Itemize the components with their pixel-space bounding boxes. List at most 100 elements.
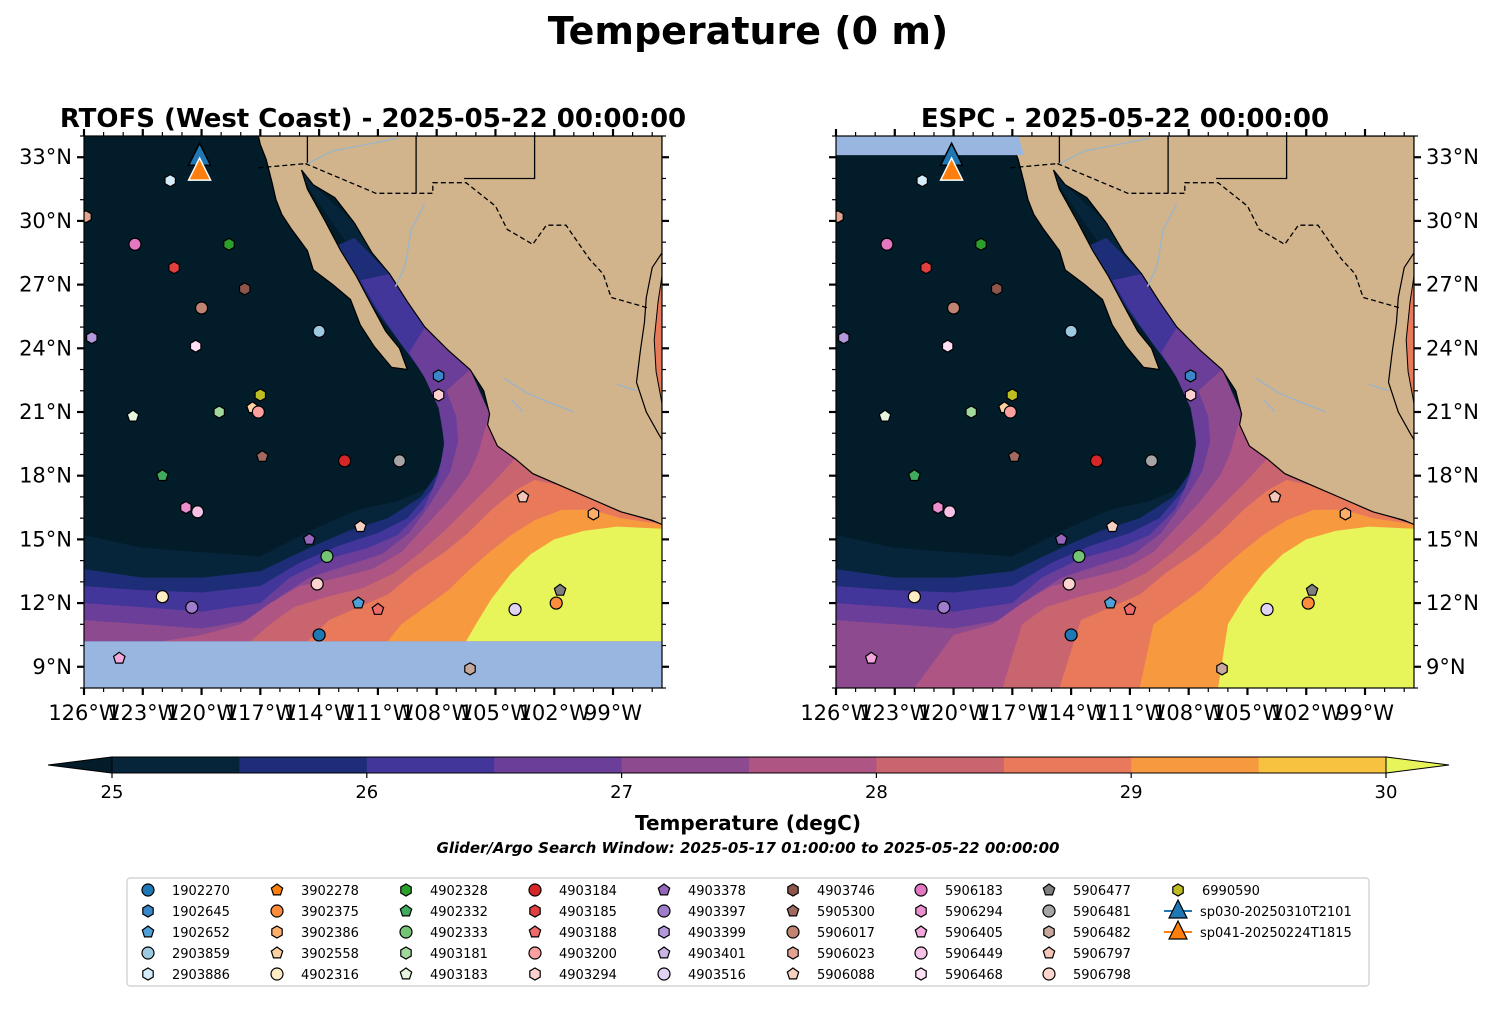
temperature-contour-band bbox=[1218, 526, 1414, 688]
float-1902645-marker bbox=[1184, 369, 1197, 383]
float-5906405-marker bbox=[112, 651, 126, 664]
y-tick-label: 15°N bbox=[1426, 527, 1479, 551]
float-5906023-marker bbox=[84, 210, 92, 224]
float-4903188-marker bbox=[371, 602, 385, 615]
legend-label: 4902316 bbox=[301, 968, 359, 983]
espc-map-title: ESPC - 2025-05-22 00:00:00 bbox=[921, 104, 1329, 134]
river-line bbox=[502, 377, 575, 413]
float-4903378-marker bbox=[302, 532, 316, 545]
legend-label: 4903399 bbox=[688, 926, 746, 941]
colorbar-segment bbox=[876, 757, 1005, 773]
float-4903294-marker bbox=[432, 388, 445, 402]
legend-label: 3902386 bbox=[301, 926, 359, 941]
x-tick-label: 123°W bbox=[107, 701, 179, 725]
x-tick-label: 114°W bbox=[1035, 701, 1107, 725]
legend-marker-5906294 bbox=[915, 904, 927, 918]
river-line bbox=[616, 383, 637, 392]
colorbar-tick-label: 27 bbox=[610, 782, 633, 803]
legend-marker-4902328 bbox=[400, 883, 412, 897]
float-5906482-marker bbox=[464, 662, 476, 676]
legend-marker-5906482 bbox=[1043, 925, 1055, 939]
espc-map-panel: ESPC - 2025-05-22 00:00:00 126°W123°W120… bbox=[800, 104, 1479, 725]
float-5905300-marker bbox=[1007, 449, 1021, 462]
float-5906183-marker bbox=[128, 237, 142, 251]
legend-label: 5905300 bbox=[817, 905, 875, 920]
state-line bbox=[464, 136, 536, 180]
float-4902332-marker bbox=[907, 468, 921, 482]
legend-label: 5906405 bbox=[945, 926, 1003, 941]
legend-label: 5906797 bbox=[1073, 947, 1131, 962]
colorbar-segment bbox=[1003, 757, 1132, 773]
legend-label: 3902375 bbox=[301, 905, 359, 920]
float-4903397-marker bbox=[937, 600, 951, 614]
legend-marker-4903401 bbox=[657, 946, 671, 959]
y-tick-label: 24°N bbox=[1426, 336, 1479, 360]
border-line bbox=[305, 163, 649, 309]
legend-marker-4903516 bbox=[657, 967, 671, 981]
legend-label: 5906023 bbox=[817, 947, 875, 962]
figure-title: Temperature (0 m) bbox=[548, 9, 949, 53]
colorbar-segment bbox=[621, 757, 750, 773]
float-4903183-marker bbox=[878, 409, 892, 422]
float-1902270-marker bbox=[312, 628, 326, 642]
legend-marker-5905300 bbox=[786, 904, 800, 917]
legend-marker-4903184 bbox=[528, 883, 542, 897]
legend-marker-4903294 bbox=[529, 967, 541, 981]
float-5906468-marker bbox=[941, 339, 954, 353]
legend-label: 5906477 bbox=[1073, 884, 1131, 899]
float-3902375-marker bbox=[549, 596, 563, 610]
float-4902328-marker bbox=[975, 237, 987, 251]
float-4903181-marker bbox=[965, 405, 978, 419]
x-tick-label: 99°W bbox=[584, 701, 642, 725]
legend-marker-1902270 bbox=[141, 883, 155, 897]
x-tick-label: 111°W bbox=[342, 701, 414, 725]
legend-marker-5906449 bbox=[914, 946, 928, 960]
border-line bbox=[1057, 163, 1401, 309]
river-line bbox=[1146, 203, 1178, 287]
float-6990590-marker bbox=[254, 388, 267, 402]
float-5906294-marker bbox=[932, 500, 944, 515]
y-tick-label: 12°N bbox=[19, 591, 72, 615]
river-line bbox=[307, 137, 398, 165]
legend-marker-4903397 bbox=[657, 904, 671, 918]
legend-marker-3902386 bbox=[271, 925, 283, 939]
legend-marker-5906088 bbox=[786, 967, 800, 980]
float-3902386-marker bbox=[1339, 507, 1352, 521]
float-5906798-marker bbox=[310, 577, 324, 591]
legend-label: 4903185 bbox=[559, 905, 617, 920]
legend: 1902270 1902645 1902652 2903859 2903886 39022… bbox=[126, 877, 1370, 987]
legend-label: 4903183 bbox=[430, 968, 488, 983]
float-3902375-marker bbox=[1301, 596, 1315, 610]
float-3902386-marker bbox=[587, 507, 600, 521]
colorbar-over-extension bbox=[1385, 756, 1450, 774]
float-4903184-marker bbox=[1089, 454, 1104, 468]
legend-label: 4903294 bbox=[559, 968, 617, 983]
legend-label: 4903516 bbox=[688, 968, 746, 983]
y-tick-label: 18°N bbox=[19, 464, 72, 488]
legend-marker-3902278 bbox=[270, 883, 284, 896]
legend-label: sp030-20250310T2101 bbox=[1200, 905, 1352, 920]
legend-label: 5906294 bbox=[945, 905, 1003, 920]
land-mass bbox=[1009, 136, 1414, 526]
float-5906405-marker bbox=[864, 651, 878, 664]
river-line bbox=[1368, 383, 1389, 392]
y-tick-label: 33°N bbox=[19, 145, 72, 169]
float-6990590-marker bbox=[1006, 388, 1019, 402]
x-tick-label: 126°W bbox=[800, 701, 872, 725]
legend-marker-5906477 bbox=[1042, 883, 1056, 896]
glider-sp041-20250224T1815-marker bbox=[939, 156, 964, 181]
float-4903516-marker bbox=[508, 602, 522, 617]
y-tick-label: 21°N bbox=[1426, 400, 1479, 424]
colorbar-label: Temperature (degC) bbox=[635, 811, 861, 835]
legend-label: 5906449 bbox=[945, 947, 1003, 962]
float-1902270-marker bbox=[1064, 628, 1078, 642]
legend-label: 1902645 bbox=[172, 905, 230, 920]
legend-label: 3902558 bbox=[301, 947, 359, 962]
legend-marker-1902652 bbox=[141, 925, 155, 938]
y-tick-label: 27°N bbox=[19, 273, 72, 297]
float-4902316-marker bbox=[907, 590, 921, 604]
x-tick-label: 126°W bbox=[48, 701, 120, 725]
float-2903859-marker bbox=[1064, 324, 1078, 338]
legend-label: 5906798 bbox=[1073, 968, 1131, 983]
y-tick-label: 9°N bbox=[32, 655, 72, 679]
